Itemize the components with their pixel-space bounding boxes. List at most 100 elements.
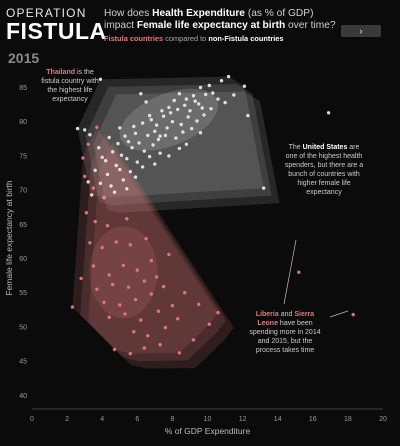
chart-title: How does Health Expenditure (as % of GDP… <box>104 8 344 33</box>
y-tick-label: 80 <box>19 119 27 126</box>
annotation-liberia-mid: and <box>278 311 295 318</box>
annotation-liberia-sierra-leone: Liberia and Sierra Leone have been spend… <box>245 310 325 355</box>
non-fistula-point <box>139 92 143 96</box>
non-fistula-point <box>153 162 157 166</box>
x-tick-label: 0 <box>30 416 34 423</box>
title-part1: How does <box>104 8 153 19</box>
non-fistula-point <box>326 111 331 115</box>
non-fistula-point <box>184 97 189 101</box>
non-fistula-point <box>97 146 101 150</box>
next-year-button[interactable]: › <box>341 25 381 37</box>
non-fistula-point <box>114 163 118 168</box>
fistula-point <box>146 334 150 338</box>
y-tick-label: 85 <box>19 85 27 92</box>
non-fistula-hull-layer-0 <box>93 91 280 213</box>
annotation-sierra-leone-leader-line <box>329 310 349 318</box>
fistula-point <box>177 351 182 355</box>
y-tick-label: 40 <box>19 393 27 400</box>
fistula-point <box>100 245 104 250</box>
non-fistula-point <box>190 126 194 131</box>
x-tick-label: 18 <box>344 416 352 423</box>
non-fistula-point <box>197 102 201 106</box>
non-fistula-point <box>107 135 111 140</box>
fistula-hull-layer-1 <box>80 134 226 362</box>
non-fistula-point <box>125 187 129 191</box>
brand-line2: FISTULA <box>6 18 107 44</box>
fistula-point <box>142 346 146 350</box>
annotation-thailand-name: Thailand <box>46 69 76 76</box>
non-fistula-point <box>88 133 92 137</box>
non-fistula-point <box>158 151 162 155</box>
fistula-point <box>142 279 146 283</box>
non-fistula-point <box>195 119 199 123</box>
fistula-point <box>154 275 159 279</box>
fistula-point <box>156 309 161 313</box>
fistula-point <box>163 325 168 330</box>
annotation-liberia-name: Liberia <box>255 311 279 318</box>
non-fistula-hull-layer-1 <box>85 84 272 206</box>
fistula-point <box>107 273 111 277</box>
fistula-point <box>128 243 132 247</box>
annotation-us-pre: The <box>288 144 303 151</box>
non-fistula-point <box>177 92 182 96</box>
fistula-point <box>111 282 115 287</box>
non-fistula-point <box>242 84 247 88</box>
fistula-point <box>149 258 153 263</box>
non-fistula-point <box>146 133 150 138</box>
fistula-point <box>81 156 85 160</box>
y-tick-label: 75 <box>19 153 27 160</box>
x-tick-label: 20 <box>379 416 387 423</box>
fistula-point <box>112 347 117 352</box>
fistula-point <box>91 264 96 268</box>
non-fistula-point <box>149 118 153 122</box>
non-fistula-point <box>174 136 178 140</box>
non-fistula-hull-layer-2 <box>77 76 264 198</box>
fistula-point <box>158 343 162 347</box>
non-fistula-point <box>140 165 145 169</box>
non-fistula-point <box>151 143 155 147</box>
fistula-point <box>132 330 136 334</box>
non-fistula-point <box>83 128 87 132</box>
non-fistula-point <box>100 155 104 159</box>
fistula-point <box>83 174 87 179</box>
fistula-point <box>84 211 89 215</box>
non-fistula-point <box>135 160 139 164</box>
fistula-point <box>216 310 220 315</box>
fistula-point <box>126 285 131 289</box>
non-fistula-point <box>126 139 131 144</box>
non-fistula-point <box>168 111 173 115</box>
non-fistula-point <box>181 130 185 134</box>
non-fistula-point <box>193 99 197 103</box>
x-tick-label: 6 <box>135 416 139 423</box>
chart-subtitle: Fistula countries compared to non-Fistul… <box>104 34 283 43</box>
non-fistula-point <box>183 103 187 108</box>
non-fistula-point <box>200 106 204 110</box>
x-tick-label: 16 <box>309 416 317 423</box>
y-axis-title: Female life expectancy at birth <box>4 180 14 296</box>
non-fistula-point <box>119 153 124 157</box>
fistula-point <box>91 186 96 190</box>
non-fistula-point <box>142 149 146 153</box>
fistula-point <box>114 240 118 244</box>
fistula-point <box>144 237 148 241</box>
non-fistula-point <box>147 113 152 118</box>
non-fistula-point <box>209 107 213 111</box>
x-axis-title: % of GDP Expenditure <box>165 426 251 436</box>
non-fistula-point <box>144 100 148 104</box>
non-fistula-point <box>111 150 115 154</box>
title-bold1: Health Expenditure <box>152 8 245 19</box>
title-part2: (as % of GDP) impact <box>104 8 314 32</box>
non-fistula-point <box>98 181 103 185</box>
y-tick-label: 70 <box>19 188 27 195</box>
fistula-point <box>95 287 99 291</box>
fistula-point <box>161 284 166 289</box>
fistula-point <box>207 322 211 326</box>
fistula-point <box>191 338 196 342</box>
non-fistula-point <box>170 120 175 124</box>
non-fistula-point <box>121 178 126 182</box>
fistula-point <box>70 305 75 309</box>
non-fistula-point <box>167 105 171 110</box>
fistula-point <box>86 142 90 146</box>
x-tick-label: 14 <box>274 416 282 423</box>
fistula-hull-layer-0 <box>88 142 234 369</box>
